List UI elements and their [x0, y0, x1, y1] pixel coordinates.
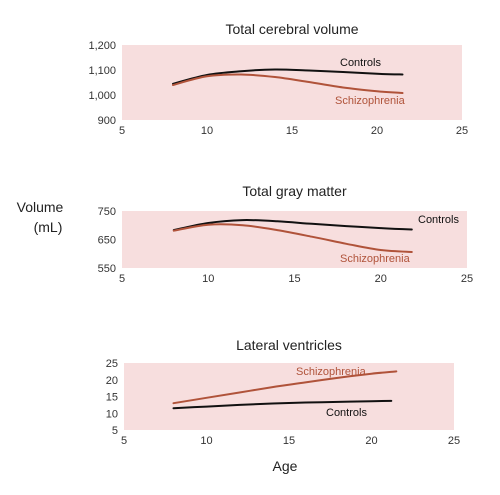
x-tick-label: 10 [202, 273, 214, 285]
x-tick-label: 5 [121, 435, 127, 447]
charts: Total cerebral volume 900 1,000 1,100 1,200 5… [88, 21, 473, 447]
series-line-controls [172, 399, 393, 410]
chart-panel-3: Lateral ventricles 5 10 15 20 25 5 10 15 20 25 Cont… [106, 337, 460, 447]
series-label-controls: Controls [326, 407, 367, 419]
x-tick-label: 20 [371, 125, 383, 137]
x-tick-label: 10 [201, 125, 213, 137]
chart-title: Lateral ventricles [236, 337, 342, 353]
x-tick-label: 15 [283, 435, 295, 447]
x-tick-label: 25 [448, 435, 460, 447]
y-tick-label: 1,100 [88, 65, 116, 77]
x-tick-label: 20 [375, 273, 387, 285]
y-tick-label: 20 [106, 375, 118, 387]
plot-background [122, 211, 467, 268]
x-tick-label: 5 [119, 273, 125, 285]
plot-background [124, 363, 454, 430]
y-tick-label: 1,200 [88, 40, 116, 52]
y-axis-label-line2: (mL) [34, 219, 63, 235]
series-label-schizophrenia: Schizophrenia [335, 95, 406, 107]
x-tick-label: 20 [365, 435, 377, 447]
series-label-controls: Controls [340, 57, 381, 69]
chart-title: Total cerebral volume [225, 21, 358, 37]
y-tick-label: 750 [98, 206, 116, 218]
x-tick-label: 10 [200, 435, 212, 447]
y-axis-label-line1: Volume [17, 199, 64, 215]
series-line-schizophrenia [172, 73, 404, 94]
x-tick-label: 5 [119, 125, 125, 137]
chart-panel-1: Total cerebral volume 900 1,000 1,100 1,200 5… [88, 21, 468, 137]
series-line-schizophrenia [172, 370, 398, 405]
x-axis-label: Age [273, 458, 298, 474]
series-line-controls [172, 68, 404, 85]
y-tick-label: 5 [112, 425, 118, 437]
series-line-schizophrenia [172, 223, 413, 253]
series-line-controls [172, 219, 413, 232]
chart-title: Total gray matter [242, 183, 347, 199]
y-tick-label: 10 [106, 408, 118, 420]
y-tick-label: 550 [98, 263, 116, 275]
series-label-controls: Controls [418, 214, 459, 226]
x-tick-label: 25 [461, 273, 473, 285]
y-tick-label: 25 [106, 358, 118, 370]
plot-background [122, 45, 462, 120]
x-tick-label: 15 [288, 273, 300, 285]
series-label-schizophrenia: Schizophrenia [340, 253, 411, 265]
y-tick-label: 15 [106, 392, 118, 404]
y-tick-label: 650 [98, 235, 116, 247]
series-label-schizophrenia: Schizophrenia [296, 366, 367, 378]
y-tick-label: 1,000 [88, 90, 116, 102]
chart-panel-2: Total gray matter 550 650 750 5 10 15 20 25 Contr… [98, 183, 473, 285]
x-tick-label: 15 [286, 125, 298, 137]
x-tick-label: 25 [456, 125, 468, 137]
y-tick-label: 900 [98, 115, 116, 127]
